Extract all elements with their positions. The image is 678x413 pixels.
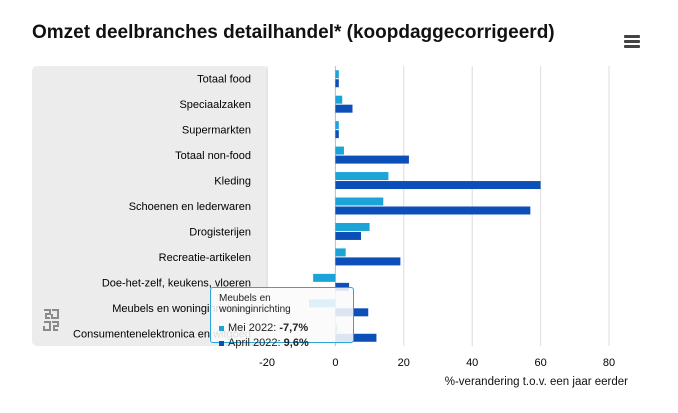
bar-april	[335, 282, 350, 291]
category-label: Totaal food	[197, 74, 251, 86]
bar-april	[335, 79, 339, 88]
cbs-logo-icon	[42, 308, 60, 336]
bar-april	[335, 257, 401, 266]
category-label: Schoenen en lederwaren	[129, 201, 251, 213]
x-tick-label: 60	[534, 357, 546, 369]
hamburger-menu-icon[interactable]	[622, 34, 644, 50]
x-tick-label: 40	[466, 357, 478, 369]
bar-april	[335, 231, 362, 240]
tooltip: Meubels en woninginrichting Mei 2022: -7…	[210, 287, 354, 349]
bar-april	[335, 104, 353, 113]
category-panel	[32, 66, 268, 346]
bar-mei	[335, 248, 346, 257]
bar-mei	[335, 121, 339, 130]
category-label: Recreatie-artikelen	[159, 252, 251, 264]
bar-mei	[313, 273, 336, 282]
x-tick-label: 20	[398, 357, 410, 369]
bar-mei	[335, 95, 343, 104]
chart-title: Omzet deelbranches detailhandel* (koopda…	[32, 22, 555, 43]
category-label: Kleding	[214, 176, 251, 188]
bar-mei	[335, 172, 389, 181]
bar-mei	[335, 222, 370, 231]
category-label: Consumentenelektronica en witgoed	[73, 328, 251, 340]
tooltip-value-april: 9,6%	[283, 337, 309, 349]
bar-april	[335, 130, 339, 139]
tooltip-row-april: April 2022: 9,6%	[219, 337, 345, 349]
category-label: Drogisterijen	[189, 226, 251, 238]
tooltip-label-mei: Mei 2022:	[228, 322, 280, 334]
bar-april	[335, 206, 531, 215]
bar-april	[335, 333, 377, 342]
bar-mei	[335, 146, 344, 155]
bar-april	[335, 155, 409, 164]
tooltip-row-mei: Mei 2022: -7,7%	[219, 322, 345, 334]
x-axis-label: %-verandering t.o.v. een jaar eerder	[445, 376, 628, 388]
category-label: Totaal non-food	[175, 150, 251, 162]
tooltip-label-april: April 2022:	[228, 337, 284, 349]
category-label: Doe-het-zelf, keukens, vloeren	[102, 277, 251, 289]
x-tick-label: 80	[603, 357, 615, 369]
bar-april	[335, 181, 541, 190]
tooltip-value-mei: -7,7%	[279, 322, 309, 334]
category-label: Supermarkten	[182, 125, 251, 137]
bar-mei	[335, 197, 384, 206]
bar-mei	[335, 70, 339, 79]
x-tick-label: -20	[259, 357, 275, 369]
x-tick-label: 0	[332, 357, 338, 369]
tooltip-header: Meubels en woninginrichting	[219, 293, 291, 315]
category-label: Speciaalzaken	[179, 99, 251, 111]
x-tick-labels: -20 0 20 40 60 80	[259, 357, 615, 369]
